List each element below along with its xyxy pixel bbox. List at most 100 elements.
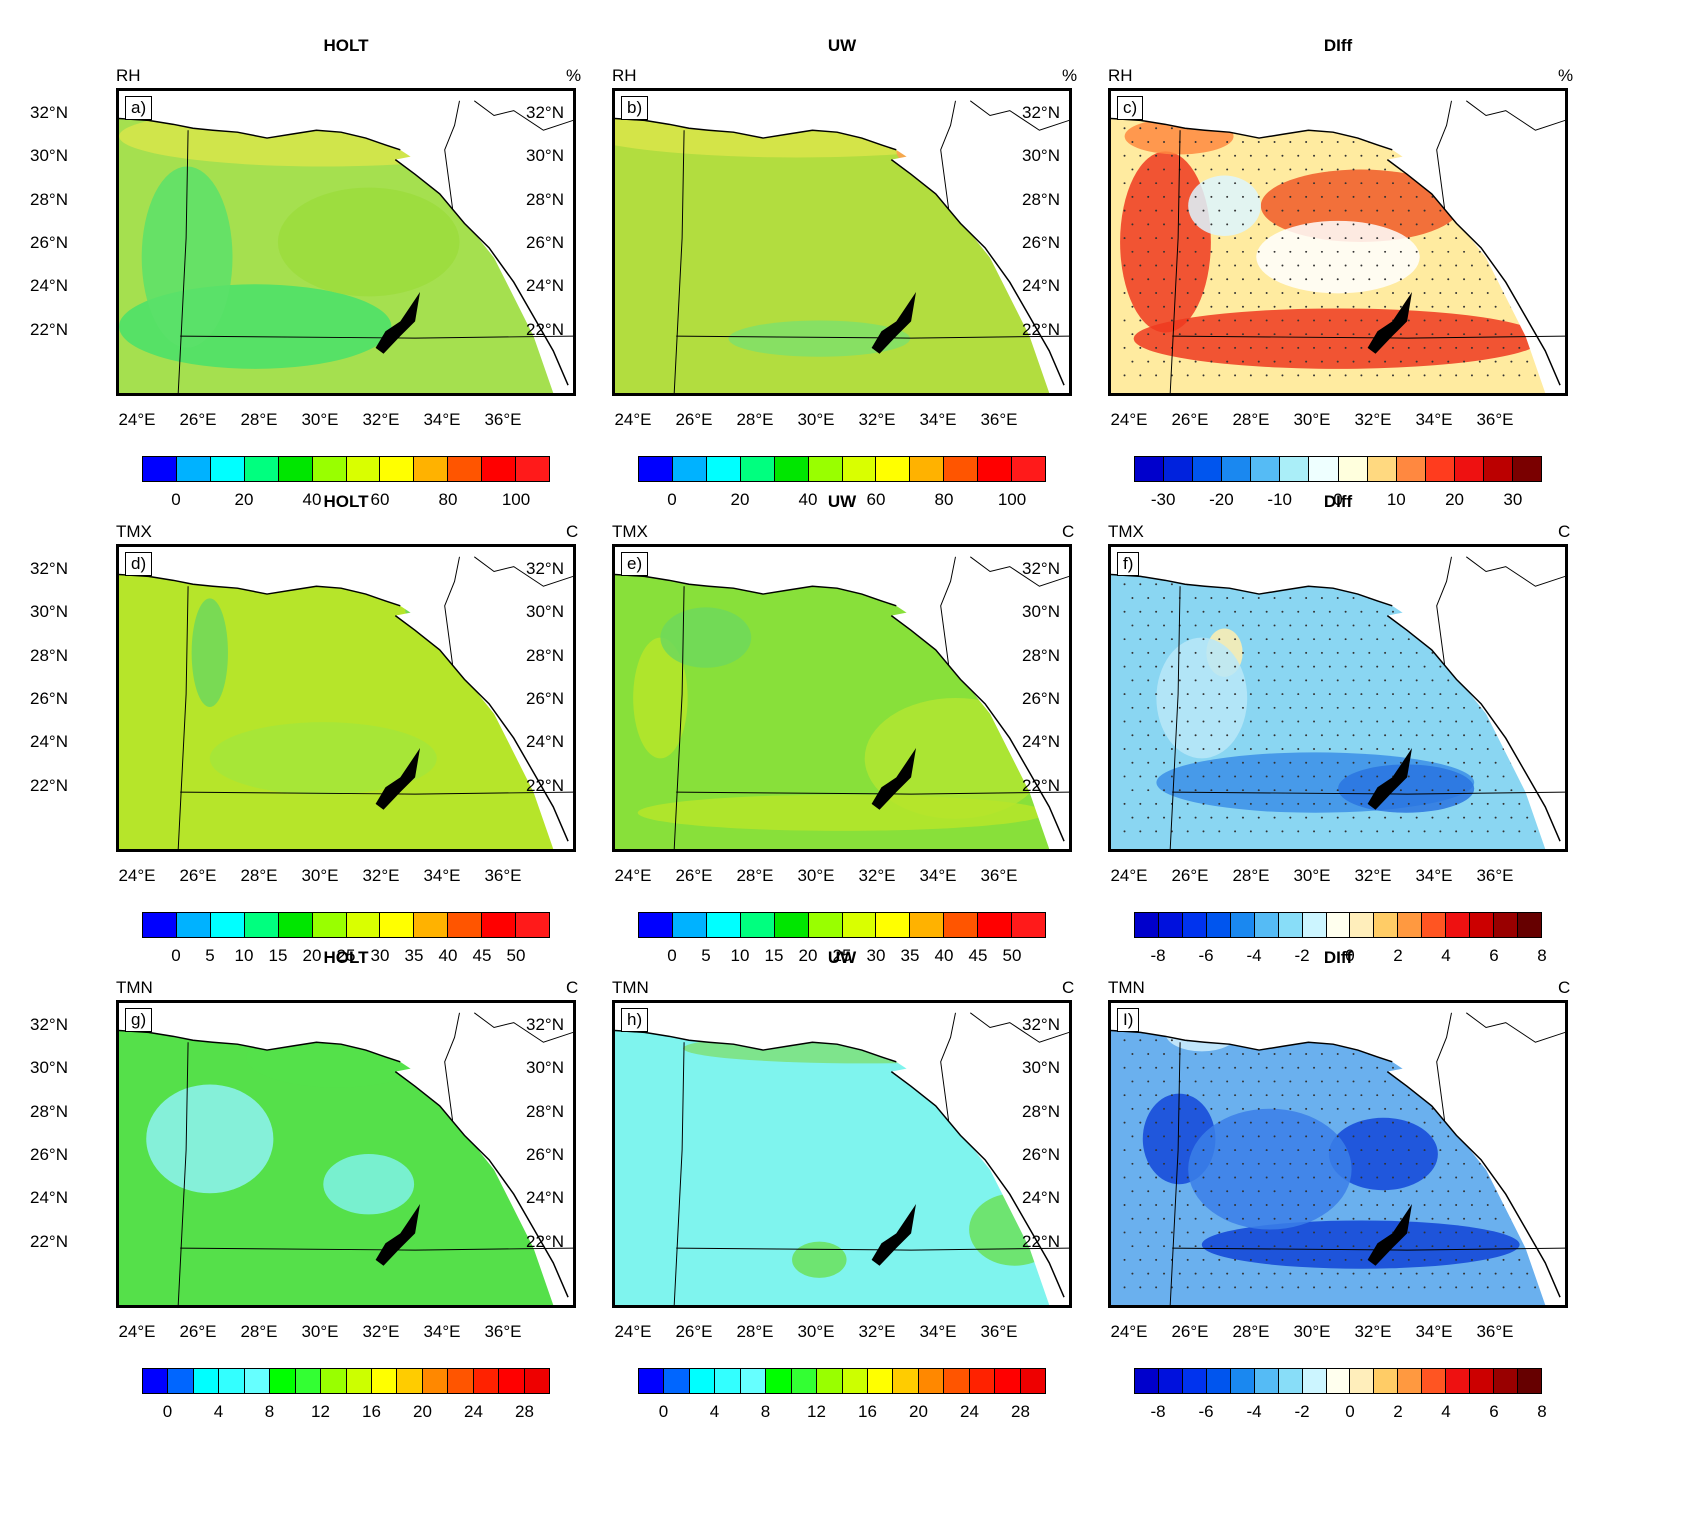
border-levant [1466, 100, 1565, 131]
lon-tick-label: 36°E [484, 1322, 522, 1341]
lat-tick-label: 22°N [30, 1232, 68, 1251]
colorbar-swatch [1513, 457, 1542, 481]
colorbar-swatch [448, 1369, 474, 1393]
colorbar-swatch [842, 457, 877, 481]
colorbar-tick-label: 28 [1011, 1402, 1030, 1421]
colorbar [1134, 912, 1542, 938]
red-sea [1387, 1067, 1565, 1298]
colorbar-tick-label: 20 [302, 946, 322, 965]
field-region [1256, 220, 1420, 294]
coastline [1111, 117, 1393, 151]
lon-tick-label: 36°E [484, 410, 522, 429]
colorbar-swatch [706, 457, 741, 481]
colorbar-swatch [414, 457, 449, 481]
lon-tick-label: 30°E [1293, 410, 1331, 429]
colorbar-labels: 0 20 40 60 80 100 [638, 490, 1046, 512]
lon-tick-label: 34°E [423, 410, 461, 429]
colorbar-swatch [371, 1369, 398, 1393]
red-sea [1387, 611, 1565, 842]
coastline [615, 117, 897, 151]
panel-title: HOLT [323, 948, 369, 967]
border-libya [177, 130, 189, 393]
lon-tick-label: 34°E [1415, 410, 1453, 429]
coastline-red-sea [890, 159, 1065, 386]
lon-tick-label: 28°E [1232, 410, 1270, 429]
colorbar [638, 912, 1046, 938]
colorbar-swatch [422, 1369, 449, 1393]
colorbar-swatch [1326, 913, 1351, 937]
lon-tick-label: 28°E [240, 1322, 278, 1341]
field-region [633, 637, 688, 759]
lat-tick-label: 28°N [526, 646, 564, 665]
red-sea [891, 611, 1069, 842]
lon-tick-label: 34°E [919, 866, 957, 885]
lon-tick-label: 28°E [736, 866, 774, 885]
lat-tick-label: 32°N [1022, 559, 1060, 578]
colorbar-swatch [808, 913, 843, 937]
colorbar-tick-label: 0 [1333, 490, 1343, 509]
lat-tick-label: 30°N [526, 146, 564, 165]
colorbar-tick-label: -8 [1150, 1402, 1166, 1421]
panel-label: g) [125, 1008, 153, 1032]
colorbar-tick-label: 80 [934, 490, 954, 509]
panel-variable: RH [1108, 66, 1133, 85]
colorbar-swatch [499, 1369, 525, 1393]
lon-tick-label: 26°E [1171, 1322, 1209, 1341]
colorbar-swatch [473, 1369, 500, 1393]
coastline [615, 573, 897, 607]
colorbar-tick-label: 20 [798, 946, 818, 965]
colorbar-swatch [1182, 1369, 1207, 1393]
lat-tick-label: 32°N [526, 103, 564, 122]
lat-tick-label: 32°N [1022, 103, 1060, 122]
colorbar-tick-label: 20 [413, 1402, 432, 1421]
colorbar-tick-label: 100 [997, 490, 1027, 509]
map-area: a) [116, 88, 576, 396]
lon-tick-label: 36°E [1476, 866, 1514, 885]
field-region [146, 1084, 274, 1194]
field-region [191, 598, 228, 708]
lon-tick-label: 28°E [1232, 1322, 1270, 1341]
border-libya [673, 1042, 685, 1305]
colorbar-tick-label: 10 [234, 946, 254, 965]
lake-nasser [1367, 292, 1413, 354]
colorbar-swatch [1454, 457, 1484, 481]
lat-tick-label: 26°N [1022, 233, 1060, 252]
colorbar-tick-label: 20 [730, 490, 750, 509]
colorbar-swatch [210, 457, 245, 481]
colorbar-swatch [969, 1369, 996, 1393]
lake-nasser [871, 1204, 917, 1266]
lon-tick-label: 30°E [301, 1322, 339, 1341]
colorbar-tick-label: -8 [1150, 946, 1166, 965]
colorbar-swatch [910, 913, 945, 937]
lat-tick-label: 24°N [30, 1188, 68, 1207]
colorbar-swatch [1374, 1369, 1399, 1393]
colorbar-tick-label: 0 [1345, 946, 1355, 965]
lon-tick-label: 32°E [858, 410, 896, 429]
lon-tick-label: 32°E [362, 866, 400, 885]
lat-tick-label: 24°N [526, 732, 564, 751]
colorbar-swatch [482, 457, 517, 481]
colorbar-swatch [312, 457, 347, 481]
lat-tick-label: 24°N [526, 276, 564, 295]
lon-tick-label: 24°E [614, 866, 652, 885]
colorbar-swatch [278, 913, 313, 937]
lon-tick-label: 34°E [919, 1322, 957, 1341]
colorbar-swatch [1012, 457, 1046, 481]
colorbar-swatch [482, 913, 517, 937]
colorbar-swatch [321, 1369, 347, 1393]
colorbar-swatch [1422, 1369, 1447, 1393]
lat-tick-label: 32°N [526, 559, 564, 578]
colorbar-swatch [219, 1369, 245, 1393]
colorbar-swatch [672, 457, 707, 481]
lat-tick-label: 28°N [1022, 1102, 1060, 1121]
colorbar-tick-label: 0 [171, 490, 181, 509]
lat-tick-label: 28°N [30, 646, 68, 665]
lon-tick-label: 26°E [1171, 410, 1209, 429]
coastline-red-sea [394, 1071, 569, 1298]
map-panel-i: DIff TMN C I) 32°N 30°N 28°N 26°N 24°N 22°N 24°E 26… [992, 912, 1570, 1421]
colorbar-swatch [1280, 457, 1310, 481]
border-libya [1169, 1042, 1181, 1305]
colorbar-tick-label: 25 [832, 946, 852, 965]
panel-title: HOLT [323, 492, 369, 511]
field-region [1133, 308, 1543, 369]
